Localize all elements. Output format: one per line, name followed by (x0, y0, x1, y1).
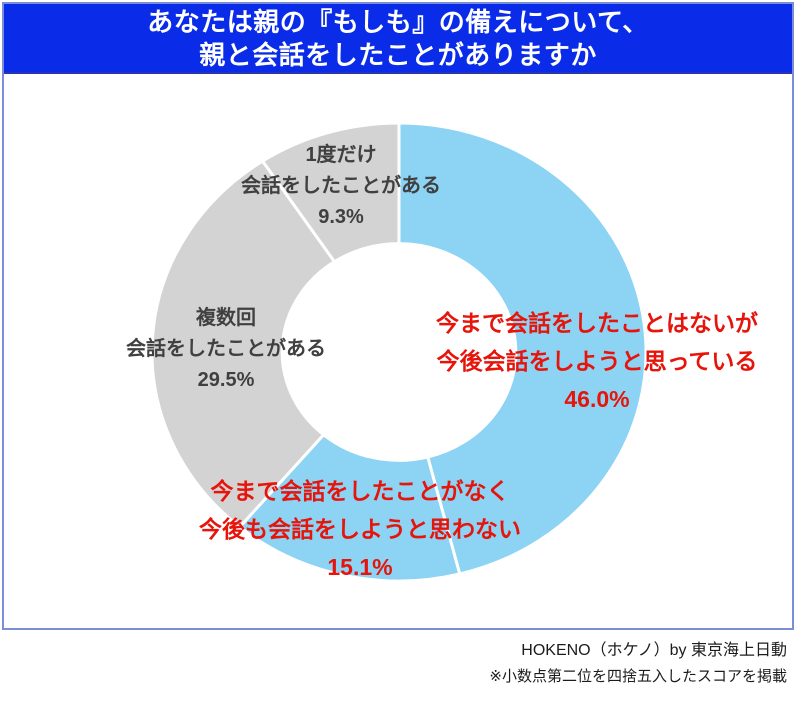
segment-label-never-talked-wont-talk: 今まで会話をしたことがなく 今後も会話をしようと思わない 15.1% (199, 472, 521, 586)
segment-label-talked-multiple-times: 複数回 会話をしたことがある 29.5% (126, 303, 326, 396)
title-banner: あなたは親の『もしも』の備えについて、 親と会話をしたことがありますか (4, 4, 792, 74)
segment-percentage: 9.3% (318, 206, 364, 228)
footer: HOKENO（ホケノ）by 東京海上日動 ※小数点第二位を四捨五入したスコアを掲… (489, 638, 787, 690)
source-credit: HOKENO（ホケノ）by 東京海上日動 (521, 642, 787, 659)
segment-label-line: 今後も会話をしようと思わない (199, 516, 521, 542)
segment-label-line: 今まで会話をしたことがなく (210, 478, 510, 504)
segment-label-line: 今まで会話をしたことはないが (436, 310, 758, 336)
segment-percentage: 15.1% (327, 554, 393, 580)
segment-percentage: 46.0% (564, 386, 630, 412)
title-line-2: 親と会話をしたことがありますか (199, 40, 597, 70)
segment-label-never-talked-will-talk: 今まで会話をしたことはないが 今後会話をしようと思っている 46.0% (436, 304, 758, 418)
rounding-footnote: ※小数点第二位を四捨五入したスコアを掲載 (489, 668, 787, 685)
segment-label-line: 今後会話をしようと思っている (436, 348, 758, 374)
segment-label-line: 会話をしたことがある (126, 338, 326, 360)
segment-label-talked-once: 1度だけ 会話をしたことがある 9.3% (241, 140, 441, 233)
segment-label-line: 会話をしたことがある (241, 175, 441, 197)
segment-label-line: 複数回 (196, 307, 256, 329)
segment-percentage: 29.5% (197, 369, 255, 391)
title-line-1: あなたは親の『もしも』の備えについて、 (147, 7, 649, 37)
segment-label-line: 1度だけ (305, 144, 377, 166)
